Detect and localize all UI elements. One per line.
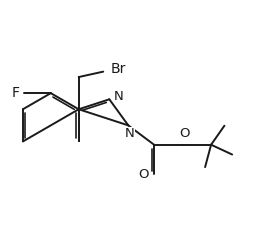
- Text: F: F: [12, 86, 20, 100]
- Text: Br: Br: [110, 62, 126, 76]
- Text: O: O: [138, 168, 148, 181]
- Text: N: N: [124, 127, 134, 140]
- Text: N: N: [114, 90, 123, 103]
- Text: O: O: [179, 127, 189, 140]
